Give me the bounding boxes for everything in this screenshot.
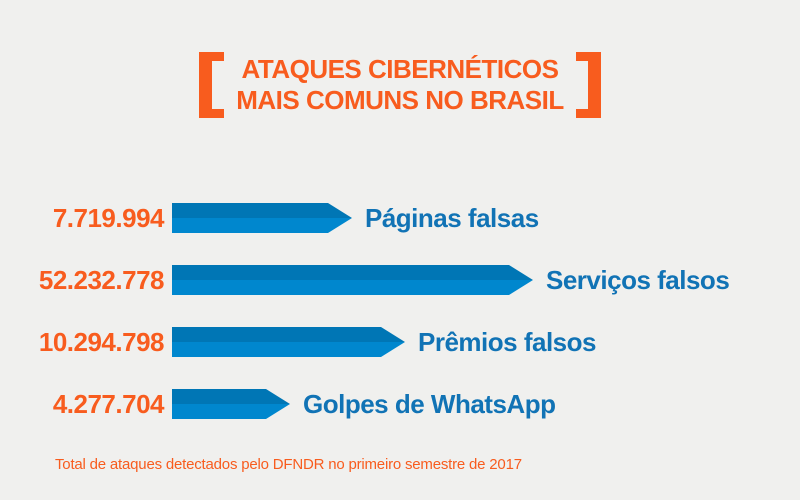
bar-label: Serviços falsos bbox=[546, 264, 730, 295]
left-bracket-icon bbox=[199, 52, 225, 118]
bar-value: 4.277.704 bbox=[52, 388, 165, 419]
bar-arrow-paginas-falsas bbox=[172, 203, 352, 233]
bar-arrow-premios-falsos bbox=[172, 327, 405, 357]
bar-value: 10.294.798 bbox=[38, 326, 165, 357]
bar-value: 7.719.994 bbox=[52, 202, 165, 233]
page-title-line1: ATAQUES CIBERNÉTICOS bbox=[241, 54, 559, 84]
bar-row-premios-falsos: 10.294.798 Prêmios falsos bbox=[0, 327, 800, 357]
page-title: ATAQUES CIBERNÉTICOS MAIS COMUNS NO BRAS… bbox=[236, 54, 564, 116]
right-bracket-icon bbox=[575, 52, 601, 118]
bar-arrow-servicos-falsos bbox=[172, 265, 533, 295]
bar-row-golpes-whatsapp: 4.277.704 Golpes de WhatsApp bbox=[0, 389, 800, 419]
source-note: Total de ataques detectados pelo DFNDR n… bbox=[55, 456, 522, 473]
bar-label: Prêmios falsos bbox=[418, 326, 596, 357]
bar-row-servicos-falsos: 52.232.778 Serviços falsos bbox=[0, 265, 800, 295]
chart-header: ATAQUES CIBERNÉTICOS MAIS COMUNS NO BRAS… bbox=[0, 52, 800, 118]
bar-row-paginas-falsas: 7.719.994 Páginas falsas bbox=[0, 203, 800, 233]
page-title-line2: MAIS COMUNS NO BRASIL bbox=[236, 85, 564, 115]
bar-value: 52.232.778 bbox=[38, 264, 165, 295]
bar-arrow-golpes-whatsapp bbox=[172, 389, 290, 419]
bar-label: Páginas falsas bbox=[365, 202, 539, 233]
bar-label: Golpes de WhatsApp bbox=[303, 388, 556, 419]
